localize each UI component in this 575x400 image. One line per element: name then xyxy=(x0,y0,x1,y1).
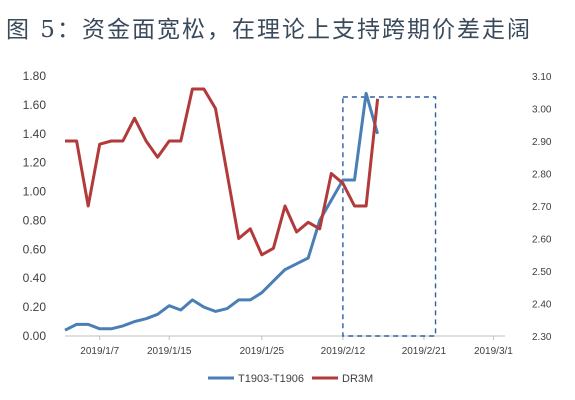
left-axis-tick-label: 0.20 xyxy=(23,300,47,314)
left-axis-tick-label: 1.80 xyxy=(23,69,47,83)
x-axis-tick-label: 2019/1/7 xyxy=(80,346,119,357)
highlight-region xyxy=(342,96,437,337)
left-axis-tick-label: 1.20 xyxy=(23,156,47,170)
legend-label: DR3M xyxy=(342,373,373,385)
x-axis-tick-label: 2019/1/25 xyxy=(240,346,285,357)
left-axis-tick-label: 0.60 xyxy=(23,242,47,256)
right-axis-tick-label: 2.30 xyxy=(532,332,552,343)
highlight-box xyxy=(342,96,437,337)
left-axis-tick-label: 0.40 xyxy=(23,271,47,285)
right-axis-tick-label: 2.60 xyxy=(532,235,552,246)
legend-label: T1903-T1906 xyxy=(238,373,304,385)
x-axis-tick-label: 2019/2/21 xyxy=(402,346,447,357)
series-layer xyxy=(64,87,380,332)
left-axis-tick-label: 1.40 xyxy=(23,127,47,141)
left-axis-tick-label: 0.80 xyxy=(23,213,47,227)
series-line-t1903-t1906 xyxy=(64,91,380,332)
right-axis: 2.30 2.40 2.50 2.60 2.70 2.80 2.90 3.00 3.10 xyxy=(532,72,552,343)
left-axis-tick-label: 1.60 xyxy=(23,98,47,112)
series-line-dr3m xyxy=(65,87,380,257)
right-axis-tick-label: 2.80 xyxy=(532,170,552,181)
x-axis: 2019/1/7 2019/1/15 2019/1/25 2019/2/12 2019/… xyxy=(65,335,513,357)
right-axis-tick-label: 2.90 xyxy=(532,137,552,148)
left-axis-tick-label: 0.00 xyxy=(23,329,47,343)
left-axis-tick-label: 1.00 xyxy=(23,185,47,199)
right-axis-tick-label: 2.50 xyxy=(532,267,552,278)
left-axis: 0.00 0.20 0.40 0.60 0.80 1.00 1.20 1.40 1.60 1.80 xyxy=(23,69,47,343)
x-axis-tick-label: 2019/3/1 xyxy=(474,346,513,357)
x-axis-tick-label: 2019/1/15 xyxy=(147,346,192,357)
x-axis-tick-label: 2019/2/12 xyxy=(321,346,366,357)
figure-title: 图 5：资金面宽松，在理论上支持跨期价差走阔 xyxy=(6,17,532,43)
legend: T1903-T1906 DR3M xyxy=(208,373,373,385)
right-axis-tick-label: 2.40 xyxy=(532,300,552,311)
right-axis-tick-label: 2.70 xyxy=(532,202,552,213)
right-axis-tick-label: 3.10 xyxy=(532,72,552,83)
right-axis-tick-label: 3.00 xyxy=(532,105,552,116)
